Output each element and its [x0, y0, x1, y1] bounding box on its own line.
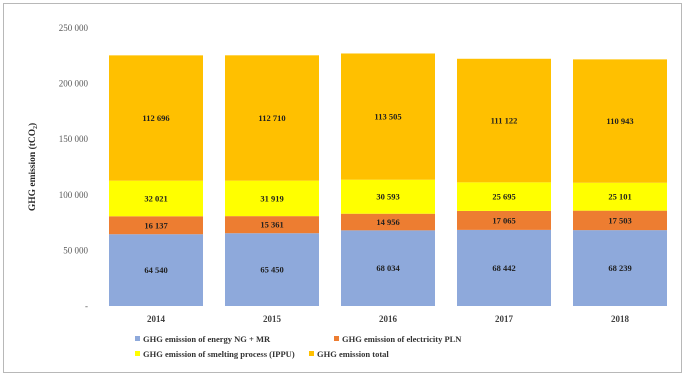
y-tick-label: 200 000: [59, 79, 89, 89]
bar-segment: [341, 179, 435, 214]
data-label: 16 137: [144, 220, 168, 230]
bar-segment: [225, 233, 319, 306]
data-label: 112 696: [142, 113, 169, 123]
legend-swatch: [309, 351, 314, 356]
bar-segment: [109, 180, 203, 217]
data-label: 25 101: [608, 192, 631, 202]
data-label: 25 695: [492, 192, 515, 202]
bar-segment: [457, 210, 551, 230]
legend-swatch: [135, 336, 140, 341]
data-label: 68 034: [376, 263, 400, 273]
x-tick-label: 2015: [263, 314, 282, 324]
legend-label: GHG emission total: [317, 349, 389, 359]
data-label: 31 919: [260, 193, 283, 203]
data-label: 113 505: [374, 112, 401, 122]
data-label: 30 593: [376, 192, 399, 202]
bar-segment: [341, 213, 435, 231]
data-label: 111 122: [491, 116, 518, 126]
x-tick-label: 2017: [495, 314, 514, 324]
bar-segment: [109, 216, 203, 235]
data-label: 14 956: [376, 217, 399, 227]
data-label: 17 503: [608, 215, 631, 225]
data-label: 65 450: [260, 265, 283, 275]
y-tick-label: -: [85, 301, 88, 311]
data-label: 110 943: [606, 116, 633, 126]
bar-segment: [573, 182, 667, 211]
bar-segment: [573, 59, 667, 183]
bar-segment: [109, 234, 203, 306]
bar-segment: [341, 230, 435, 306]
y-tick-label: 250 000: [59, 23, 89, 33]
data-label: 17 065: [492, 215, 515, 225]
data-label: 32 021: [144, 193, 167, 203]
y-tick-label: 50 000: [63, 245, 88, 255]
bar-segment: [457, 58, 551, 183]
stacked-bar-chart: GHG emission (tCO₂) - 50 000 100 000 150 00…: [27, 23, 667, 359]
bar-segment: [341, 53, 435, 180]
bar-segment: [225, 55, 319, 181]
data-label: 68 442: [492, 263, 515, 273]
bar-segment: [109, 55, 203, 181]
legend-swatch: [334, 336, 339, 341]
y-axis-title: GHG emission (tCO₂): [27, 123, 38, 211]
data-label: 112 710: [258, 113, 285, 123]
bar-segment: [457, 182, 551, 211]
legend-swatch: [135, 351, 140, 356]
bar-segment: [225, 180, 319, 217]
x-tick-label: 2016: [379, 314, 398, 324]
y-tick-label: 100 000: [59, 190, 89, 200]
bar-segment: [225, 216, 319, 234]
data-label: 15 361: [260, 220, 283, 230]
legend-label: GHG emission of electricity PLN: [342, 334, 462, 344]
chart-frame: GHG emission (tCO₂) - 50 000 100 000 150 00…: [3, 3, 682, 373]
bar-segment: [457, 229, 551, 306]
y-tick-label: 150 000: [59, 134, 89, 144]
x-tick-label: 2014: [147, 314, 166, 324]
legend-label: GHG emission of energy NG + MR: [143, 334, 271, 344]
legend-label: GHG emission of smelting process (IPPU): [143, 349, 295, 359]
bar-segment: [573, 210, 667, 231]
bar-segment: [573, 230, 667, 306]
data-label: 68 239: [608, 263, 631, 273]
x-tick-label: 2018: [611, 314, 630, 324]
data-label: 64 540: [144, 265, 167, 275]
